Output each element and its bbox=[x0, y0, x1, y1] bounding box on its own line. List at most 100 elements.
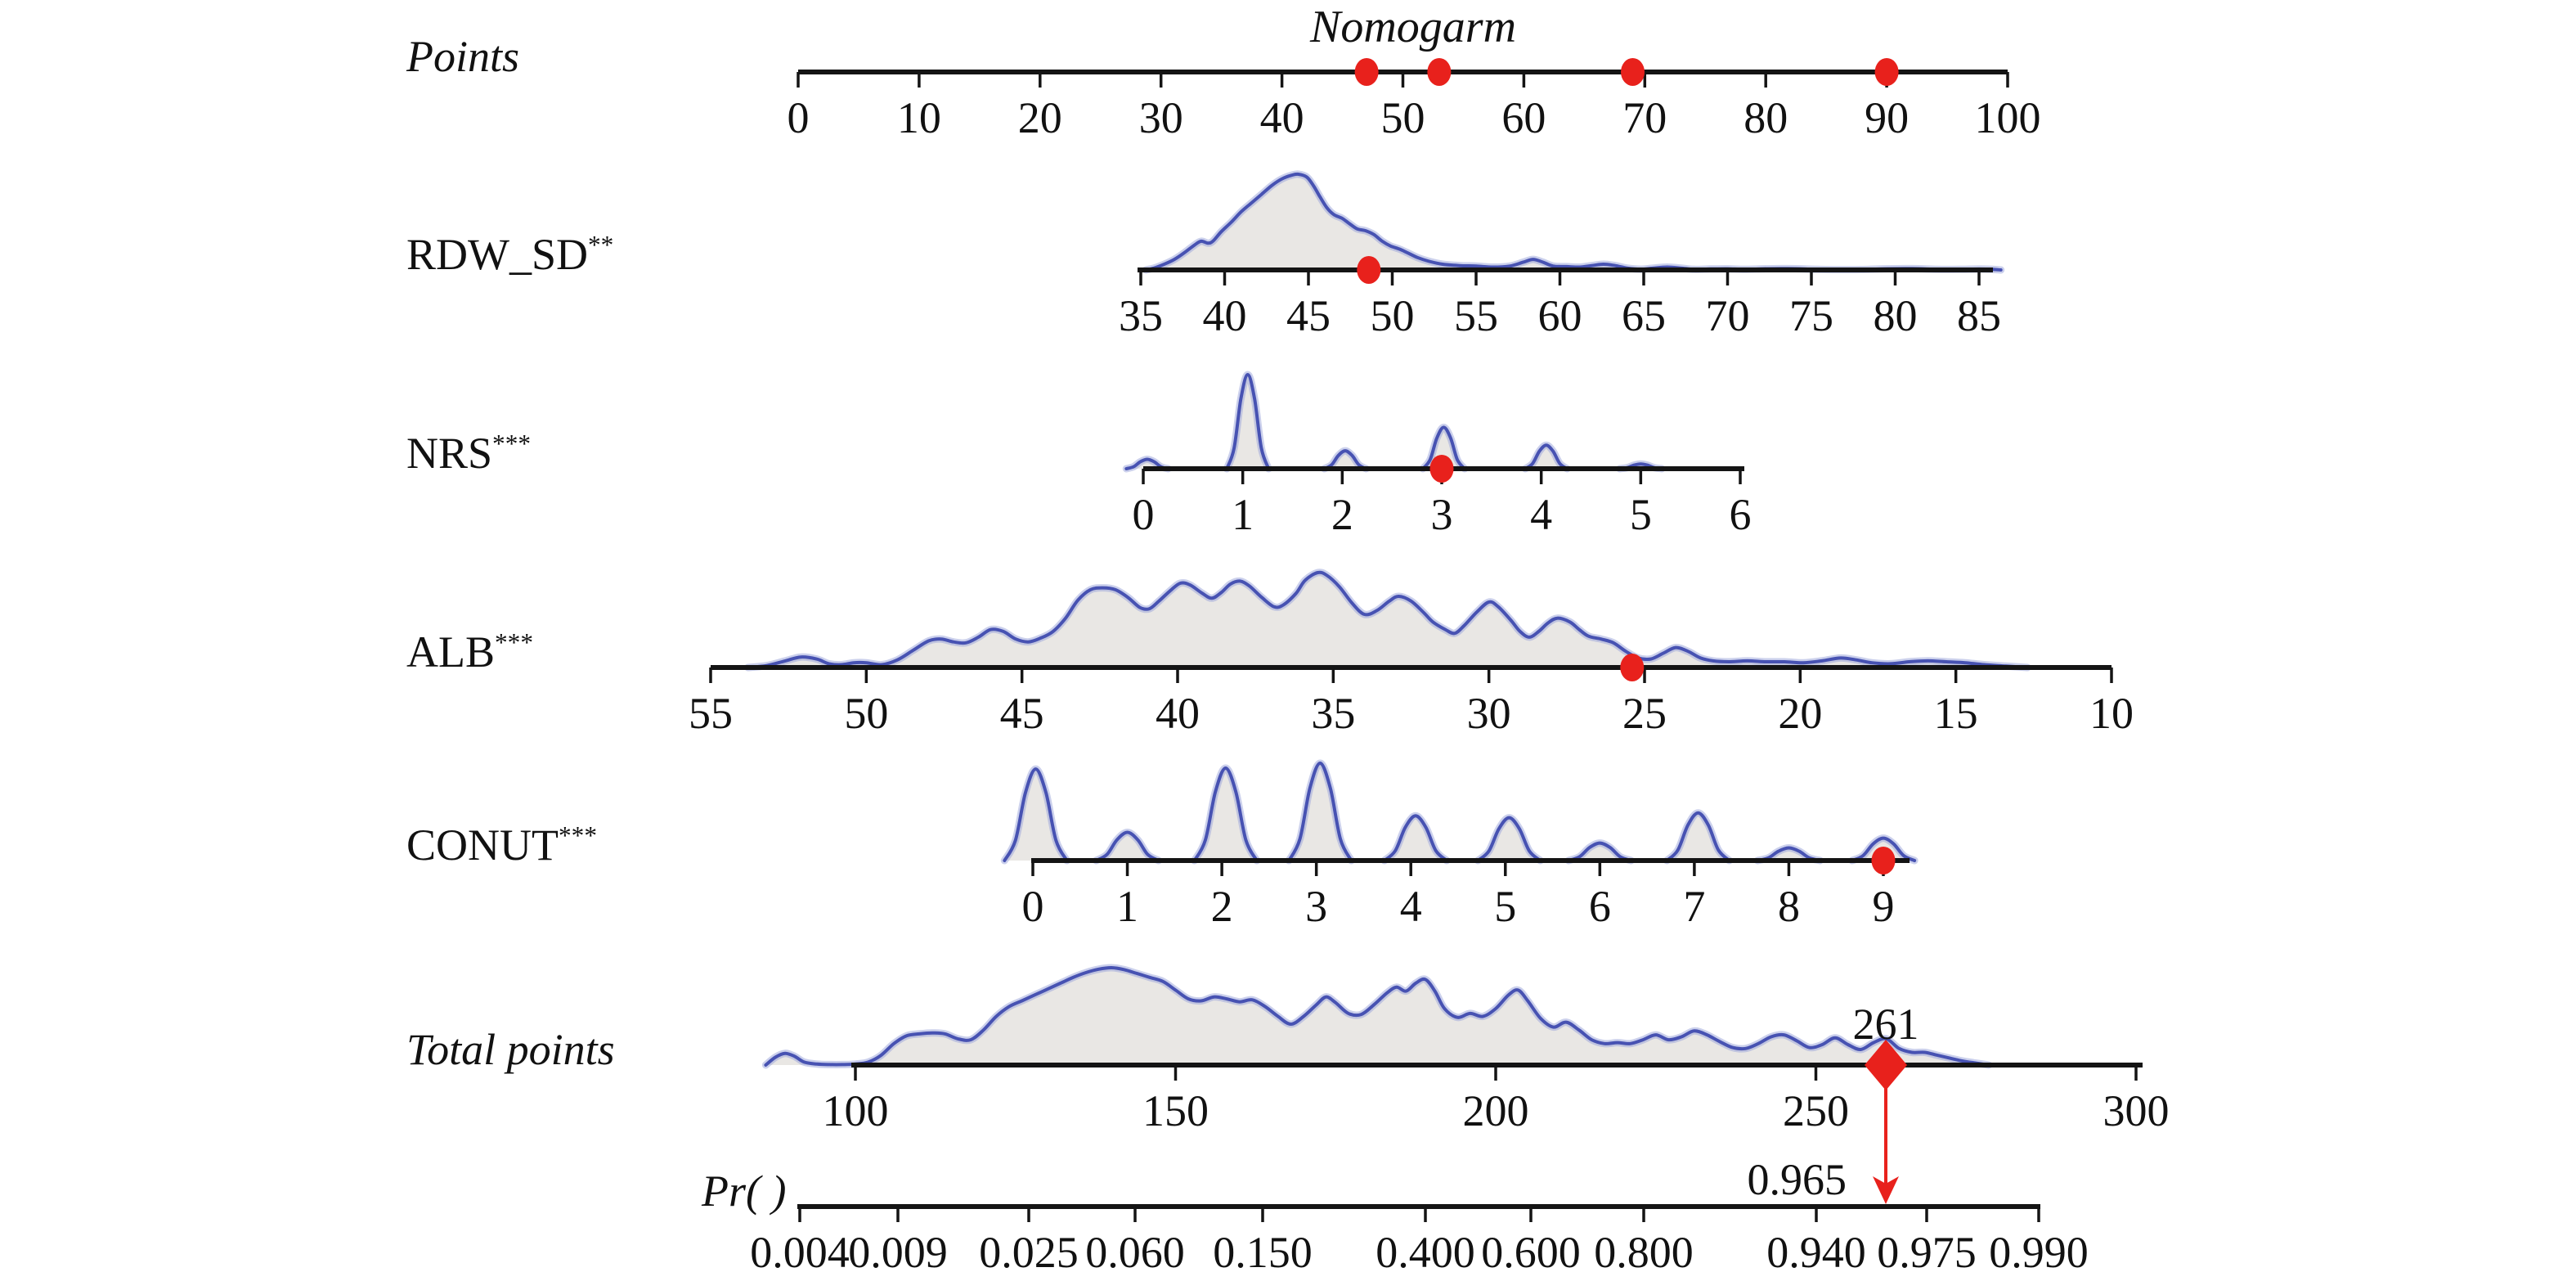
conut-tick-label: 8 bbox=[1778, 882, 1800, 931]
row-label-rdw-sd: RDW_SD** bbox=[406, 227, 613, 281]
alb-tick-label: 50 bbox=[844, 689, 888, 738]
density-curve bbox=[1665, 811, 1731, 862]
density-fill bbox=[1146, 173, 2001, 270]
rdw_sd-tick-label: 45 bbox=[1286, 291, 1331, 340]
density-curve bbox=[1476, 816, 1542, 862]
rdw_sd-tick-label: 35 bbox=[1119, 291, 1163, 340]
alb-tick-label: 20 bbox=[1778, 689, 1822, 738]
density-curve bbox=[1094, 830, 1160, 862]
red-dot-marker bbox=[1427, 58, 1452, 86]
nrs-tick-label: 3 bbox=[1431, 490, 1453, 539]
density-fill bbox=[1194, 768, 1257, 861]
row-label-nrs-text: NRS bbox=[406, 429, 493, 478]
red-dot-marker bbox=[1871, 847, 1896, 874]
patient-annotation bbox=[1865, 1040, 1907, 1204]
row-label-alb: ALB*** bbox=[406, 625, 533, 679]
pr-tick-label: 0.004 bbox=[750, 1228, 850, 1277]
alb-tick-label: 55 bbox=[689, 689, 733, 738]
alb-tick-label: 15 bbox=[1934, 689, 1978, 738]
row-label-pr-text: Pr( ) bbox=[702, 1166, 787, 1216]
total-points-diamond-marker bbox=[1865, 1040, 1907, 1090]
rdw_sd-tick-label: 65 bbox=[1622, 291, 1666, 340]
pr-tick-label: 0.009 bbox=[848, 1228, 948, 1277]
pr-tick-label: 0.800 bbox=[1594, 1228, 1694, 1277]
density-curve bbox=[1382, 814, 1449, 862]
row-label-pr: Pr( ) bbox=[702, 1164, 786, 1218]
alb-tick-label: 40 bbox=[1156, 689, 1200, 738]
density-curve bbox=[1420, 425, 1466, 470]
alb-tick-label: 45 bbox=[1000, 689, 1044, 738]
points-tick-label: 30 bbox=[1139, 93, 1183, 142]
red-dot-marker bbox=[1620, 654, 1645, 681]
alb-tick-label: 25 bbox=[1622, 689, 1667, 738]
density-fill bbox=[765, 967, 1989, 1065]
probability-arrowhead bbox=[1873, 1176, 1899, 1204]
alb-tick-label: 30 bbox=[1467, 689, 1511, 738]
row-label-nrs-sig: *** bbox=[492, 429, 532, 458]
density-curve bbox=[1567, 841, 1633, 862]
points-tick-label: 100 bbox=[1975, 93, 2041, 142]
total_points-tick-label: 100 bbox=[823, 1086, 889, 1135]
conut-tick-label: 2 bbox=[1211, 882, 1233, 931]
row-label-conut-text: CONUT bbox=[406, 820, 559, 870]
figure-title: Nomogarm bbox=[1309, 2, 1517, 52]
points-tick-label: 90 bbox=[1865, 93, 1909, 142]
pr-tick-label: 0.940 bbox=[1766, 1228, 1866, 1277]
conut-tick-label: 3 bbox=[1305, 882, 1327, 931]
density-curve bbox=[1225, 373, 1271, 470]
rdw_sd-tick-label: 60 bbox=[1538, 291, 1582, 340]
total_points-tick-label: 300 bbox=[2103, 1086, 2170, 1135]
total_points-tick-label: 150 bbox=[1142, 1086, 1209, 1135]
alb-tick-label: 35 bbox=[1311, 689, 1355, 738]
nrs-tick-label: 1 bbox=[1232, 490, 1254, 539]
rdw_sd-tick-label: 70 bbox=[1706, 291, 1750, 340]
density-curve bbox=[1192, 766, 1259, 862]
density-curve bbox=[1003, 767, 1069, 862]
row-label-nrs: NRS*** bbox=[406, 426, 531, 480]
pr-tick-label: 0.150 bbox=[1213, 1228, 1313, 1277]
row-label-total-points: Total points bbox=[406, 1023, 615, 1076]
row-label-total-points-text: Total points bbox=[406, 1025, 615, 1074]
density-fill bbox=[1289, 763, 1352, 861]
conut-row: 0 1 2 3 4 5 6 7 8 9 bbox=[1000, 759, 1919, 931]
pr-tick-label: 0.990 bbox=[1989, 1228, 2089, 1277]
total_points-row: 100 150 200 250 300 bbox=[761, 964, 2170, 1135]
conut-tick-label: 1 bbox=[1116, 882, 1138, 931]
row-label-rdw-sd-sig: ** bbox=[588, 231, 614, 259]
nrs-tick-label: 5 bbox=[1630, 490, 1652, 539]
pr-tick-label: 0.025 bbox=[979, 1228, 1079, 1277]
rdw_sd-tick-label: 75 bbox=[1789, 291, 1833, 340]
pr-tick-label: 0.600 bbox=[1481, 1228, 1581, 1277]
rdw_sd-tick-label: 40 bbox=[1203, 291, 1247, 340]
nrs-tick-label: 0 bbox=[1133, 490, 1155, 539]
density-curve bbox=[1524, 443, 1569, 470]
total-points-value-label: 261 bbox=[1852, 1000, 1919, 1049]
red-dot-marker bbox=[1874, 58, 1899, 86]
rdw_sd-tick-label: 55 bbox=[1454, 291, 1498, 340]
pr-tick-label: 0.060 bbox=[1085, 1228, 1185, 1277]
alb-tick-label: 10 bbox=[2089, 689, 2134, 738]
conut-tick-label: 9 bbox=[1873, 882, 1895, 931]
points-tick-label: 80 bbox=[1744, 93, 1788, 142]
density-curve bbox=[746, 570, 2030, 669]
alb-row: 55 50 45 40 35 30 25 20 15 10 bbox=[689, 569, 2134, 738]
probability-value-label: 0.965 bbox=[1747, 1155, 1847, 1204]
red-dot-marker bbox=[1429, 455, 1454, 483]
points-tick-label: 10 bbox=[897, 93, 941, 142]
row-label-points: Points bbox=[406, 29, 519, 83]
points-tick-label: 40 bbox=[1260, 93, 1304, 142]
red-dot-marker bbox=[1357, 256, 1381, 284]
row-label-conut-sig: *** bbox=[559, 821, 597, 850]
nrs-tick-label: 4 bbox=[1530, 490, 1552, 539]
density-fill bbox=[747, 572, 2028, 667]
conut-tick-label: 6 bbox=[1589, 882, 1611, 931]
conut-tick-label: 5 bbox=[1494, 882, 1516, 931]
rdw_sd-row: 35 40 45 50 55 60 65 70 75 80 85 bbox=[1119, 170, 2005, 340]
density-curve bbox=[1287, 762, 1353, 862]
points-tick-label: 50 bbox=[1381, 93, 1425, 142]
total_points-tick-label: 200 bbox=[1463, 1086, 1529, 1135]
row-label-points-text: Points bbox=[406, 32, 520, 81]
